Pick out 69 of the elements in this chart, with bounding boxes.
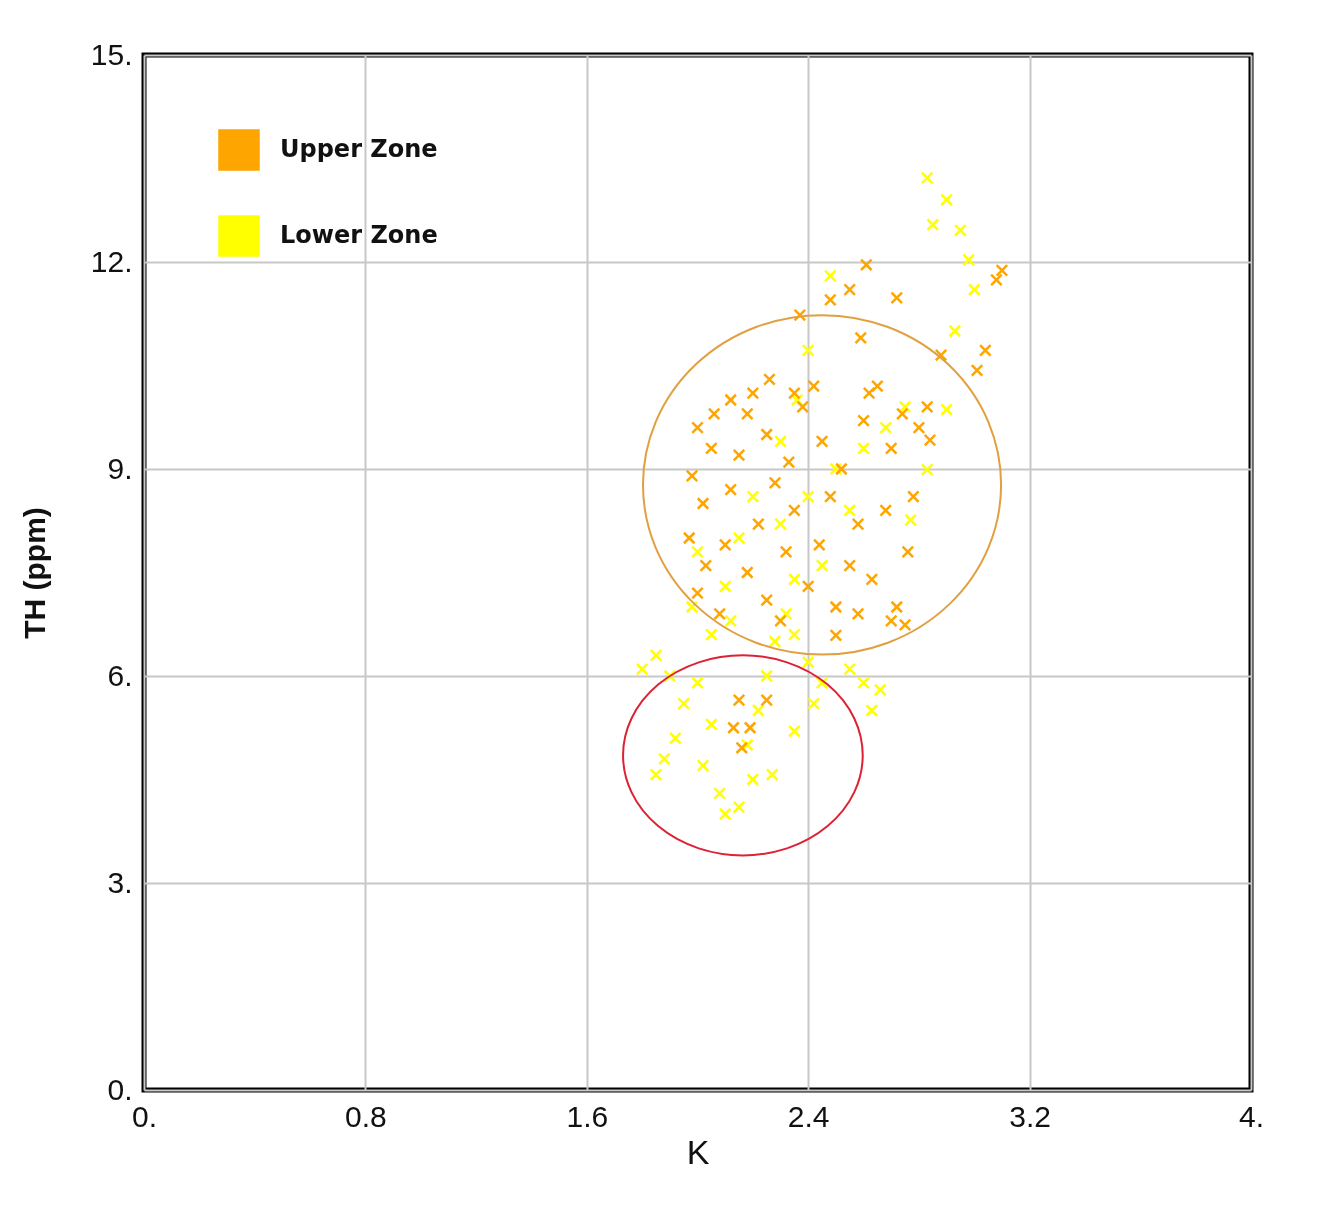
legend-label: Lower Zone xyxy=(280,221,438,249)
point xyxy=(823,269,837,283)
point xyxy=(760,669,774,683)
point xyxy=(704,628,718,642)
point xyxy=(940,193,954,207)
y-tick-label: 15. xyxy=(90,37,133,71)
point xyxy=(857,676,871,690)
point xyxy=(724,614,738,628)
point xyxy=(746,773,760,786)
point xyxy=(953,223,967,237)
x-tick-label: 3.2 xyxy=(1009,1099,1051,1133)
point xyxy=(920,463,934,477)
x-axis-title: K xyxy=(686,1132,710,1171)
y-axis-title: TH (ppm) xyxy=(17,507,51,639)
x-tick-label: 1.6 xyxy=(566,1099,609,1133)
point xyxy=(857,441,871,455)
point xyxy=(843,503,857,517)
point xyxy=(774,434,788,448)
point xyxy=(774,517,788,531)
point xyxy=(751,704,765,717)
point xyxy=(962,253,976,267)
point xyxy=(815,559,829,573)
x-tick-label: 4. xyxy=(1238,1099,1265,1133)
point xyxy=(787,572,801,586)
point xyxy=(713,786,727,800)
y-tick-label: 3. xyxy=(107,865,133,899)
point xyxy=(801,490,815,504)
point xyxy=(635,662,649,676)
point xyxy=(732,800,746,814)
point xyxy=(765,768,779,782)
point xyxy=(920,171,934,185)
x-tick-label: 0.8 xyxy=(345,1099,387,1133)
point xyxy=(801,343,815,357)
x-tick-label: 2.4 xyxy=(787,1099,830,1133)
point xyxy=(718,807,732,821)
point xyxy=(807,697,821,711)
point xyxy=(746,490,760,504)
point xyxy=(704,717,718,731)
point xyxy=(879,421,893,435)
point xyxy=(843,662,857,676)
legend-label: Upper Zone xyxy=(280,135,438,163)
point xyxy=(732,531,746,545)
point xyxy=(696,759,710,773)
point xyxy=(718,579,732,593)
point xyxy=(649,768,663,782)
point xyxy=(865,704,879,717)
point xyxy=(904,513,918,527)
point xyxy=(685,600,699,614)
y-tick-label: 6. xyxy=(107,658,133,692)
point xyxy=(967,283,981,297)
point xyxy=(691,676,704,690)
point xyxy=(668,731,682,745)
point xyxy=(948,324,962,338)
point xyxy=(873,683,887,697)
point xyxy=(657,752,671,766)
point xyxy=(691,545,704,559)
x-tick-label: 0. xyxy=(131,1099,158,1133)
y-tick-label: 12. xyxy=(90,244,133,278)
point xyxy=(768,635,782,648)
point xyxy=(801,655,815,669)
point xyxy=(677,697,691,711)
y-tick-label: 9. xyxy=(107,451,133,485)
point xyxy=(787,724,801,738)
y-tick-label: 0. xyxy=(107,1072,133,1106)
point xyxy=(649,648,663,662)
point xyxy=(787,628,801,642)
point xyxy=(926,218,940,232)
point xyxy=(940,403,954,417)
point xyxy=(815,676,829,690)
